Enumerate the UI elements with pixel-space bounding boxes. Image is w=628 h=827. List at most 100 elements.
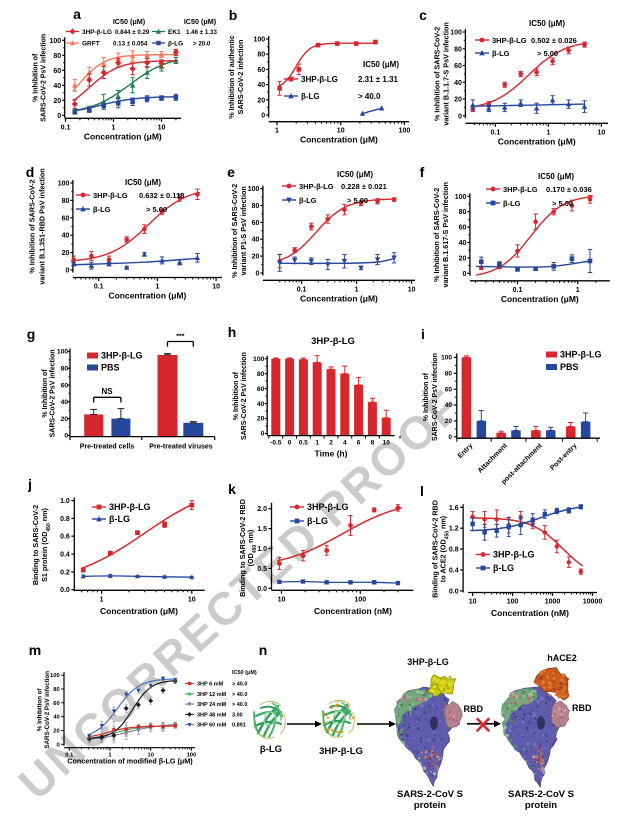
svg-text:10: 10: [598, 129, 606, 136]
svg-text:1.6: 1.6: [449, 505, 459, 512]
svg-text:60: 60: [61, 382, 69, 389]
svg-text:0.6: 0.6: [60, 534, 70, 541]
svg-text:3HP-β-LG: 3HP-β-LG: [492, 36, 527, 45]
svg-text:Concentration (μM): Concentration (μM): [501, 294, 579, 304]
svg-text:Concentration (nM): Concentration (nM): [491, 608, 569, 618]
svg-text:40: 40: [252, 237, 260, 244]
svg-text:10: 10: [469, 599, 477, 606]
svg-text:IC50 (μM): IC50 (μM): [337, 170, 373, 179]
svg-text:0.5: 0.5: [257, 566, 267, 573]
svg-text:Pre-treated cells: Pre-treated cells: [80, 444, 135, 451]
svg-text:2: 2: [329, 440, 333, 447]
svg-text:Concentration (μM): Concentration (μM): [108, 291, 186, 301]
svg-text:NS: NS: [101, 387, 113, 396]
svg-text:100: 100: [57, 349, 69, 356]
svg-text:> 40.0: > 40.0: [232, 702, 247, 708]
svg-text:IC50 (μM): IC50 (μM): [363, 60, 399, 69]
svg-text:60: 60: [257, 386, 265, 393]
svg-text:60: 60: [454, 63, 462, 70]
svg-text:Concentration of modified β-L: Concentration of modified β-LG (μM): [67, 757, 193, 766]
svg-text:0.1: 0.1: [61, 124, 71, 131]
svg-text:0.1: 0.1: [513, 287, 523, 294]
svg-text:0: 0: [64, 433, 68, 440]
svg-text:80: 80: [459, 209, 467, 216]
svg-text:> 40.0: > 40.0: [232, 692, 247, 698]
svg-text:e: e: [227, 164, 235, 180]
svg-text:3HP-β-LG: 3HP-β-LG: [319, 746, 363, 757]
svg-text:0.1: 0.1: [491, 129, 501, 136]
svg-text:RBD: RBD: [572, 703, 592, 713]
svg-text:IC50 (μM): IC50 (μM): [184, 17, 217, 26]
svg-text:100: 100: [187, 753, 197, 759]
svg-text:m: m: [29, 642, 41, 658]
svg-text:10: 10: [158, 124, 166, 131]
svg-text:3HP-β-LG: 3HP-β-LG: [82, 29, 112, 36]
svg-text:SARS-CoV-2 PsV infection: SARS-CoV-2 PsV infection: [49, 349, 56, 437]
svg-text:> 40.0: > 40.0: [358, 92, 381, 101]
svg-text:100: 100: [254, 37, 266, 44]
svg-text:IC50 (μM): IC50 (μM): [538, 172, 574, 181]
svg-text:3HP-β-LG: 3HP-β-LG: [109, 502, 151, 512]
svg-text:1: 1: [155, 284, 159, 291]
svg-text:SARS-2-CoV S: SARS-2-CoV S: [397, 789, 463, 800]
svg-text:40: 40: [459, 240, 467, 247]
svg-text:0.2: 0.2: [60, 569, 70, 576]
svg-text:Concentration (μM): Concentration (μM): [498, 136, 576, 146]
svg-text:β-LG: β-LG: [168, 40, 183, 47]
svg-text:3HP 24 mM: 3HP 24 mM: [197, 702, 227, 708]
svg-text:% Inhibition of authentic: % Inhibition of authentic: [227, 35, 236, 118]
svg-text:l: l: [420, 483, 424, 499]
svg-text:0.4: 0.4: [449, 568, 459, 575]
svg-text:100: 100: [441, 355, 452, 362]
svg-text:10: 10: [337, 128, 345, 135]
svg-text:SARS-CoV-2 infection: SARS-CoV-2 infection: [236, 40, 245, 115]
svg-text:3HP-β-LG: 3HP-β-LG: [101, 351, 143, 361]
svg-text:Concentration (μM): Concentration (μM): [300, 135, 378, 145]
svg-text:β-LG: β-LG: [93, 205, 111, 214]
svg-text:100: 100: [248, 186, 260, 193]
svg-text:20: 20: [445, 418, 453, 425]
svg-text:3HP-β-LG: 3HP-β-LG: [407, 657, 449, 667]
svg-text:1000: 1000: [545, 599, 561, 606]
svg-text:0.844 ± 0.29: 0.844 ± 0.29: [115, 29, 150, 36]
svg-text:IC50 (μM): IC50 (μM): [113, 17, 146, 26]
svg-text:β-LG: β-LG: [301, 92, 320, 101]
svg-text:j: j: [27, 476, 32, 492]
svg-text:f: f: [420, 164, 425, 180]
svg-text:% Inhibition of: % Inhibition of: [42, 369, 49, 418]
svg-text:80: 80: [61, 366, 69, 373]
svg-text:GRFT: GRFT: [82, 40, 100, 47]
svg-text:0: 0: [255, 271, 259, 278]
svg-text:80: 80: [53, 687, 59, 693]
svg-text:0.502 ± 0.026: 0.502 ± 0.026: [531, 36, 577, 45]
svg-text:a: a: [73, 6, 81, 22]
svg-text:1: 1: [100, 596, 104, 603]
svg-text:% Inhibition of: % Inhibition of: [423, 372, 430, 421]
svg-text:100: 100: [455, 194, 467, 201]
svg-text:β-LG: β-LG: [109, 514, 130, 524]
svg-text:20: 20: [62, 250, 70, 257]
svg-text:10: 10: [147, 753, 153, 759]
svg-text:10000: 10000: [583, 599, 603, 606]
svg-text:0.1: 0.1: [297, 286, 307, 293]
svg-text:IC50 (μM): IC50 (μM): [232, 670, 257, 676]
svg-text:n: n: [259, 642, 268, 658]
svg-text:10: 10: [188, 596, 196, 603]
svg-text:100: 100: [50, 38, 62, 45]
svg-text:0: 0: [448, 434, 452, 441]
svg-text:40: 40: [454, 80, 462, 87]
svg-text:g: g: [27, 326, 36, 342]
svg-text:20: 20: [61, 416, 69, 423]
svg-text:3HP 12 mM: 3HP 12 mM: [197, 692, 227, 698]
svg-text:60: 60: [257, 67, 265, 74]
svg-text:3HP 48 mM: 3HP 48 mM: [197, 712, 227, 718]
svg-text:80: 80: [53, 53, 61, 60]
svg-text:3HP-β-LG: 3HP-β-LG: [307, 502, 349, 512]
svg-text:> 5.00: > 5.00: [146, 205, 167, 214]
svg-text:1.0: 1.0: [60, 498, 70, 505]
svg-text:4: 4: [343, 440, 347, 447]
svg-text:1.5: 1.5: [257, 526, 267, 533]
svg-text:8: 8: [371, 440, 375, 447]
svg-text:2.31 ± 1.31: 2.31 ± 1.31: [358, 75, 399, 84]
svg-text:Pre-treated viruses: Pre-treated viruses: [149, 444, 213, 451]
